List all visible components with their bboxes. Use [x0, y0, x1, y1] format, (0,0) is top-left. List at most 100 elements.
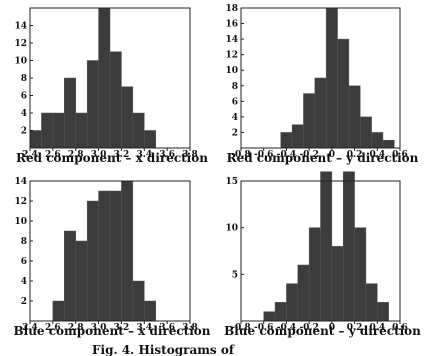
x-tick-label: 2.4 — [22, 323, 38, 333]
x-tick-label: 0 — [329, 150, 335, 160]
x-tick-label: -0.8 — [231, 150, 250, 160]
y-tick-label: 2 — [232, 128, 238, 138]
x-tick-label: -0.4 — [277, 150, 296, 160]
histogram-bar — [303, 93, 316, 149]
histogram-bar — [263, 311, 276, 322]
x-tick-label: 3.4 — [136, 150, 152, 160]
y-tick-label: 6 — [232, 97, 238, 107]
y-tick-label: 14 — [14, 177, 27, 187]
histogram-bar — [86, 200, 99, 322]
y-tick-label: 14 — [14, 22, 27, 32]
histogram-bar — [132, 280, 145, 322]
x-tick-label: 2.8 — [68, 323, 84, 333]
x-tick-label: 3.8 — [182, 150, 198, 160]
y-tick-label: 15 — [225, 177, 238, 187]
x-tick-label: -0.6 — [254, 323, 273, 333]
y-tick-label: 8 — [232, 82, 238, 92]
y-tick-label: 18 — [225, 4, 238, 14]
histogram-bar — [348, 85, 361, 149]
x-tick-label: 0.6 — [392, 323, 408, 333]
y-tick-label: 8 — [21, 74, 27, 84]
y-tick-label: 10 — [14, 217, 27, 227]
y-tick-label: 10 — [14, 57, 27, 67]
histogram-bar — [280, 132, 293, 149]
x-tick-label: 0.4 — [369, 323, 385, 333]
x-tick-label: 3.2 — [114, 150, 130, 160]
histogram-bar — [365, 283, 378, 322]
histogram-bar — [41, 112, 54, 149]
histogram-bar — [109, 190, 122, 322]
figure-caption: Fig. 4. Histograms of — [92, 343, 235, 356]
histogram-bar — [291, 124, 304, 149]
x-tick-label: 2.8 — [68, 150, 84, 160]
y-tick-label: 10 — [225, 66, 238, 76]
x-tick-label: 2.6 — [45, 150, 61, 160]
histogram-bar — [337, 38, 350, 149]
y-tick-label: 12 — [225, 51, 238, 61]
plot-frame — [240, 7, 401, 149]
histogram-bar — [331, 246, 344, 322]
histogram-bar — [52, 112, 65, 149]
x-tick-label: 3.0 — [91, 323, 107, 333]
histogram-bar — [360, 116, 372, 149]
x-tick-label: -0.4 — [277, 323, 296, 333]
y-tick-label: 16 — [225, 20, 238, 30]
x-tick-label: 2.6 — [45, 323, 61, 333]
histogram-bar — [371, 132, 384, 149]
histogram-bar — [286, 283, 299, 322]
panel-red-x: 2.4 2.6 2.8 3.0 3.2 3.4 3.6 3.8 2 4 6 8 10 12 14 Red co… — [14, 7, 208, 165]
x-tick-label: 3.8 — [182, 323, 198, 333]
histogram-bar — [86, 60, 99, 149]
x-tick-label: -0.2 — [299, 323, 318, 333]
histogram-bar — [64, 230, 76, 322]
y-tick-label: 4 — [21, 109, 27, 119]
panel-blue-y: -0.8 -0.6 -0.4 -0.2 0 0.2 0.4 0.6 5 10 15 Blue comp… — [224, 171, 421, 338]
y-tick-label: 6 — [21, 92, 27, 102]
panel-title: Blue component – x direction — [14, 324, 211, 338]
y-tick-label: 6 — [21, 257, 27, 267]
y-tick-label: 14 — [225, 35, 238, 45]
y-tick-label: 2 — [21, 127, 27, 137]
panel-red-y: -0.8 -0.6 -0.4 -0.2 0 0.2 0.4 0.6 2 4 6 8 10 12 14 16 18… — [225, 4, 418, 165]
panel-title: Red component – y direction — [227, 151, 419, 165]
y-tick-label: 12 — [14, 197, 27, 207]
histogram-bar — [75, 240, 88, 322]
histogram-bar — [342, 171, 355, 322]
y-tick-label: 5 — [232, 270, 238, 280]
histogram-bar — [75, 112, 88, 149]
x-tick-label: 2.4 — [22, 150, 38, 160]
x-tick-label: 0.2 — [347, 323, 363, 333]
histogram-bar — [98, 7, 111, 149]
histogram-bar — [121, 180, 134, 322]
histogram-bar — [98, 190, 111, 322]
histogram-bar — [308, 227, 321, 322]
y-tick-label: 12 — [14, 39, 27, 49]
histogram-bar — [297, 264, 310, 322]
x-tick-label: -0.8 — [231, 323, 250, 333]
histogram-bar — [314, 77, 327, 149]
x-tick-label: 0.2 — [347, 150, 363, 160]
panel-title: Blue component – y direction — [224, 324, 421, 338]
histogram-bar — [144, 130, 156, 149]
histogram-bar — [132, 112, 145, 149]
histogram-bar — [121, 86, 134, 149]
histogram-bar — [29, 130, 42, 149]
histogram-bar — [109, 51, 122, 149]
x-tick-label: 0.6 — [392, 150, 408, 160]
histogram-bar — [52, 300, 65, 322]
panel-blue-x: 2.4 2.6 2.8 3.0 3.2 3.4 3.6 3.8 2 4 6 8 10 12 14 Blue c… — [14, 177, 211, 338]
histogram-bar — [377, 302, 389, 322]
histogram-bar — [320, 171, 333, 322]
histogram-bar — [64, 77, 76, 149]
x-tick-label: 3.4 — [136, 323, 152, 333]
histogram-bar — [274, 302, 287, 322]
y-tick-label: 4 — [21, 277, 27, 287]
y-tick-label: 10 — [225, 224, 238, 234]
y-tick-label: 4 — [232, 113, 238, 123]
x-tick-label: -0.2 — [299, 150, 318, 160]
histogram-bar — [325, 7, 338, 149]
x-tick-label: 0.4 — [369, 150, 385, 160]
y-tick-label: 8 — [21, 237, 27, 247]
histogram-bar — [144, 300, 156, 322]
histogram-bar — [354, 227, 367, 322]
